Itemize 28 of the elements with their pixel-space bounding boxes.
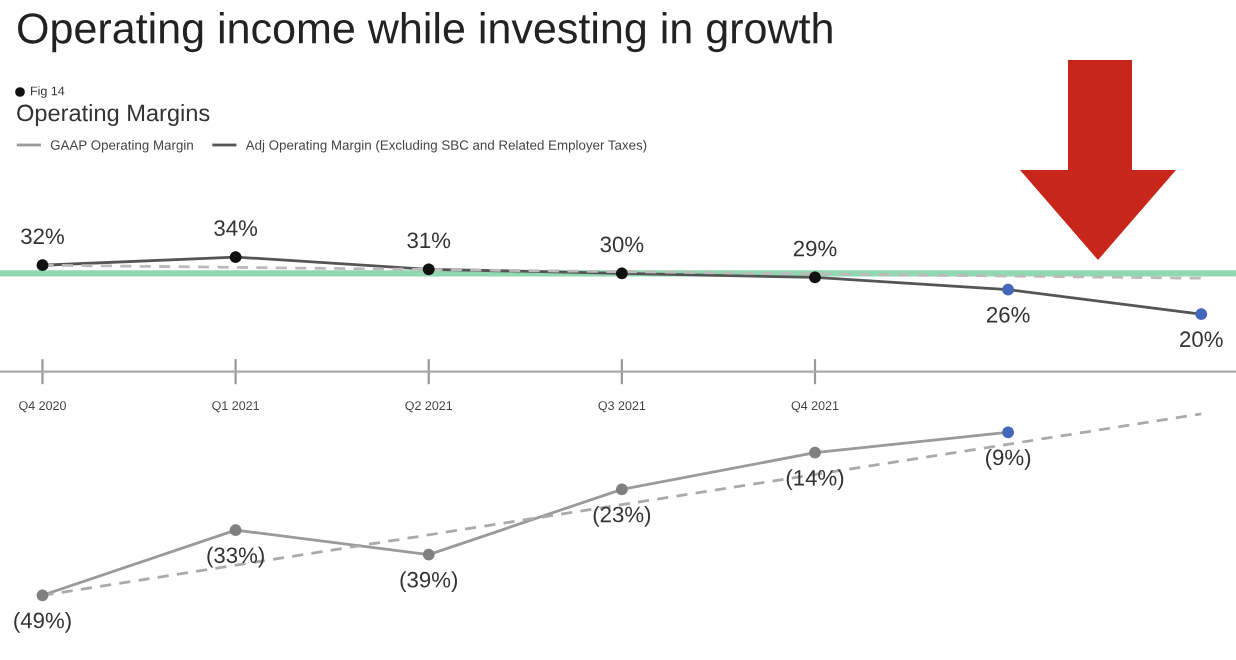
point bbox=[36, 589, 49, 602]
point bbox=[615, 267, 628, 280]
data-label: 29% bbox=[793, 240, 837, 257]
data-label: 20% bbox=[1180, 331, 1223, 348]
chart-subtitle: Operating Margins bbox=[17, 104, 210, 127]
data-label: 32% bbox=[21, 228, 64, 245]
data-label: 30% bbox=[600, 236, 644, 253]
point bbox=[422, 263, 435, 276]
point bbox=[1002, 426, 1015, 439]
point bbox=[1002, 283, 1015, 296]
point bbox=[809, 446, 821, 459]
point bbox=[615, 483, 628, 496]
data-label: 34% bbox=[214, 220, 258, 236]
point bbox=[422, 548, 435, 561]
point bbox=[229, 524, 242, 537]
data-label: (33%) bbox=[207, 546, 264, 568]
data-label: 31% bbox=[407, 232, 451, 249]
chart-title: Operating income while investing in growth bbox=[18, 12, 832, 53]
data-label: (49%) bbox=[14, 612, 71, 633]
data-label: (14%) bbox=[786, 469, 844, 491]
data-label: 26% bbox=[986, 306, 1030, 323]
data-label: (9%) bbox=[986, 448, 1031, 470]
data-label: (39%) bbox=[400, 571, 457, 592]
point bbox=[36, 259, 49, 272]
point bbox=[229, 251, 242, 263]
data-label: (23%) bbox=[593, 506, 651, 527]
point bbox=[809, 271, 821, 284]
point bbox=[1195, 308, 1208, 320]
